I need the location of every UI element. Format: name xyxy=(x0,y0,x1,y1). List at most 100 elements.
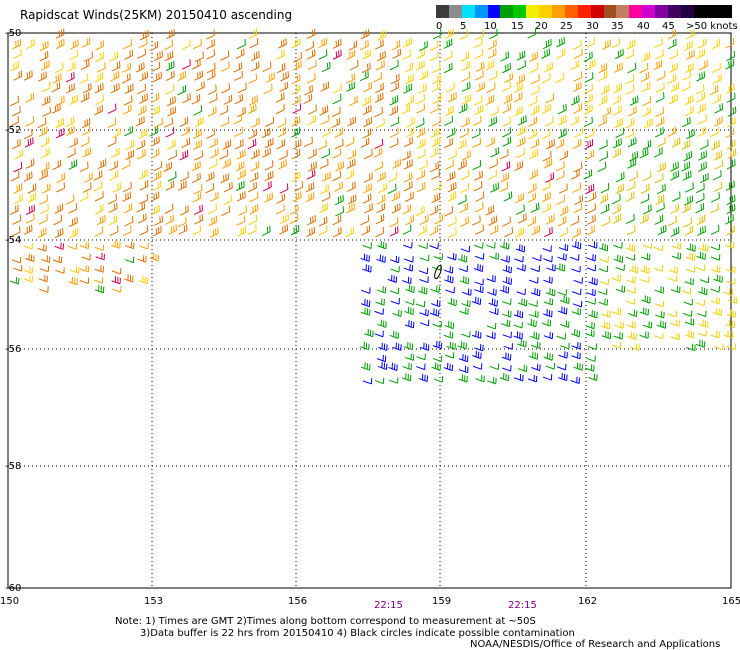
wind-barb xyxy=(444,275,454,284)
wind-barb xyxy=(697,225,706,236)
wind-barb xyxy=(681,287,692,295)
wind-barb xyxy=(109,170,119,181)
wind-barb xyxy=(630,343,640,351)
wind-barb xyxy=(164,51,174,62)
wind-barb xyxy=(641,81,651,93)
wind-barb xyxy=(588,310,598,319)
wind-barb xyxy=(154,215,164,226)
wind-barb xyxy=(682,202,691,214)
wind-barb xyxy=(447,227,457,238)
wind-barb xyxy=(556,37,565,48)
wind-barb xyxy=(667,73,677,84)
wind-barb xyxy=(671,242,682,250)
wind-barb xyxy=(208,93,218,104)
wind-barb xyxy=(40,161,50,173)
wind-barb xyxy=(276,193,286,204)
wind-barb xyxy=(684,277,694,286)
wind-barb xyxy=(166,28,175,40)
wind-barb xyxy=(306,226,316,238)
wind-barb xyxy=(655,82,665,93)
wind-barb xyxy=(109,225,119,236)
wind-barb xyxy=(391,203,401,214)
wind-barb xyxy=(37,117,47,129)
wind-barb xyxy=(443,331,454,339)
footer-note-1: Note: 1) Times are GMT 2)Times along bot… xyxy=(115,616,536,627)
wind-barb xyxy=(333,83,342,94)
wind-barb xyxy=(572,300,583,308)
wind-barb xyxy=(531,341,541,349)
wind-barb xyxy=(642,139,652,151)
wind-barb xyxy=(627,309,638,317)
wind-barb xyxy=(445,287,455,294)
wind-barb xyxy=(139,242,149,250)
wind-barb xyxy=(69,227,79,239)
wind-barb xyxy=(376,254,386,263)
legend-label-8: 40 xyxy=(637,21,650,32)
wind-barb xyxy=(124,241,135,250)
wind-barb xyxy=(598,63,608,74)
wind-barb xyxy=(626,225,636,236)
wind-barb xyxy=(446,341,456,350)
wind-barb xyxy=(653,59,663,71)
wind-barb xyxy=(235,161,245,172)
wind-barb xyxy=(571,307,582,316)
wind-barb xyxy=(191,94,201,105)
wind-barb xyxy=(612,94,622,106)
wind-barb xyxy=(558,243,569,252)
wind-barb xyxy=(377,319,387,328)
wind-barb xyxy=(95,94,105,106)
wind-barb xyxy=(612,147,622,159)
wind-barb xyxy=(331,117,341,128)
wind-barb xyxy=(403,172,413,183)
wind-barb xyxy=(360,298,371,308)
wind-barb xyxy=(349,60,359,71)
wind-barb xyxy=(430,299,441,308)
wind-barb xyxy=(94,72,104,83)
wind-barb xyxy=(516,50,526,61)
wind-barb xyxy=(361,62,371,74)
wind-barb xyxy=(181,39,191,50)
wind-barb xyxy=(586,298,596,305)
wind-barb xyxy=(248,73,258,84)
wind-barb xyxy=(419,254,430,262)
legend-swatch-21 xyxy=(706,5,720,18)
wind-barb xyxy=(10,171,20,182)
wind-barb xyxy=(682,170,692,181)
wind-barb xyxy=(403,159,413,170)
wind-barb xyxy=(332,38,342,49)
wind-barb xyxy=(67,243,78,250)
wind-barb xyxy=(601,310,611,318)
legend-swatch-8 xyxy=(539,5,553,18)
wind-barb xyxy=(107,117,117,129)
wind-barb xyxy=(471,330,482,339)
wind-barb xyxy=(712,307,723,317)
wind-barb xyxy=(641,295,651,304)
wind-barb xyxy=(501,352,512,361)
wind-barb xyxy=(123,95,133,106)
wind-barb xyxy=(209,227,219,238)
wind-barb xyxy=(151,105,161,116)
wind-barb xyxy=(154,117,163,128)
wind-barb xyxy=(473,181,483,192)
wind-barb xyxy=(110,82,120,94)
wind-barb xyxy=(69,49,79,61)
wind-barb xyxy=(51,103,61,114)
wind-barb xyxy=(415,300,426,308)
wind-barb xyxy=(292,103,302,114)
wind-barb xyxy=(346,181,356,192)
wind-barb xyxy=(377,171,386,182)
wind-barb xyxy=(640,276,650,283)
legend-swatch-5 xyxy=(500,5,514,18)
wind-barb xyxy=(600,183,610,194)
wind-barb xyxy=(111,267,122,275)
wind-barb xyxy=(475,374,485,383)
wind-barb xyxy=(471,128,481,139)
wind-barb xyxy=(503,343,513,350)
wind-barb xyxy=(81,37,91,48)
wind-barb xyxy=(726,225,735,236)
wind-barb xyxy=(150,191,160,202)
wind-barb xyxy=(667,126,677,137)
wind-barb xyxy=(683,151,693,162)
wind-barb xyxy=(684,225,694,236)
wind-barb xyxy=(699,276,710,284)
